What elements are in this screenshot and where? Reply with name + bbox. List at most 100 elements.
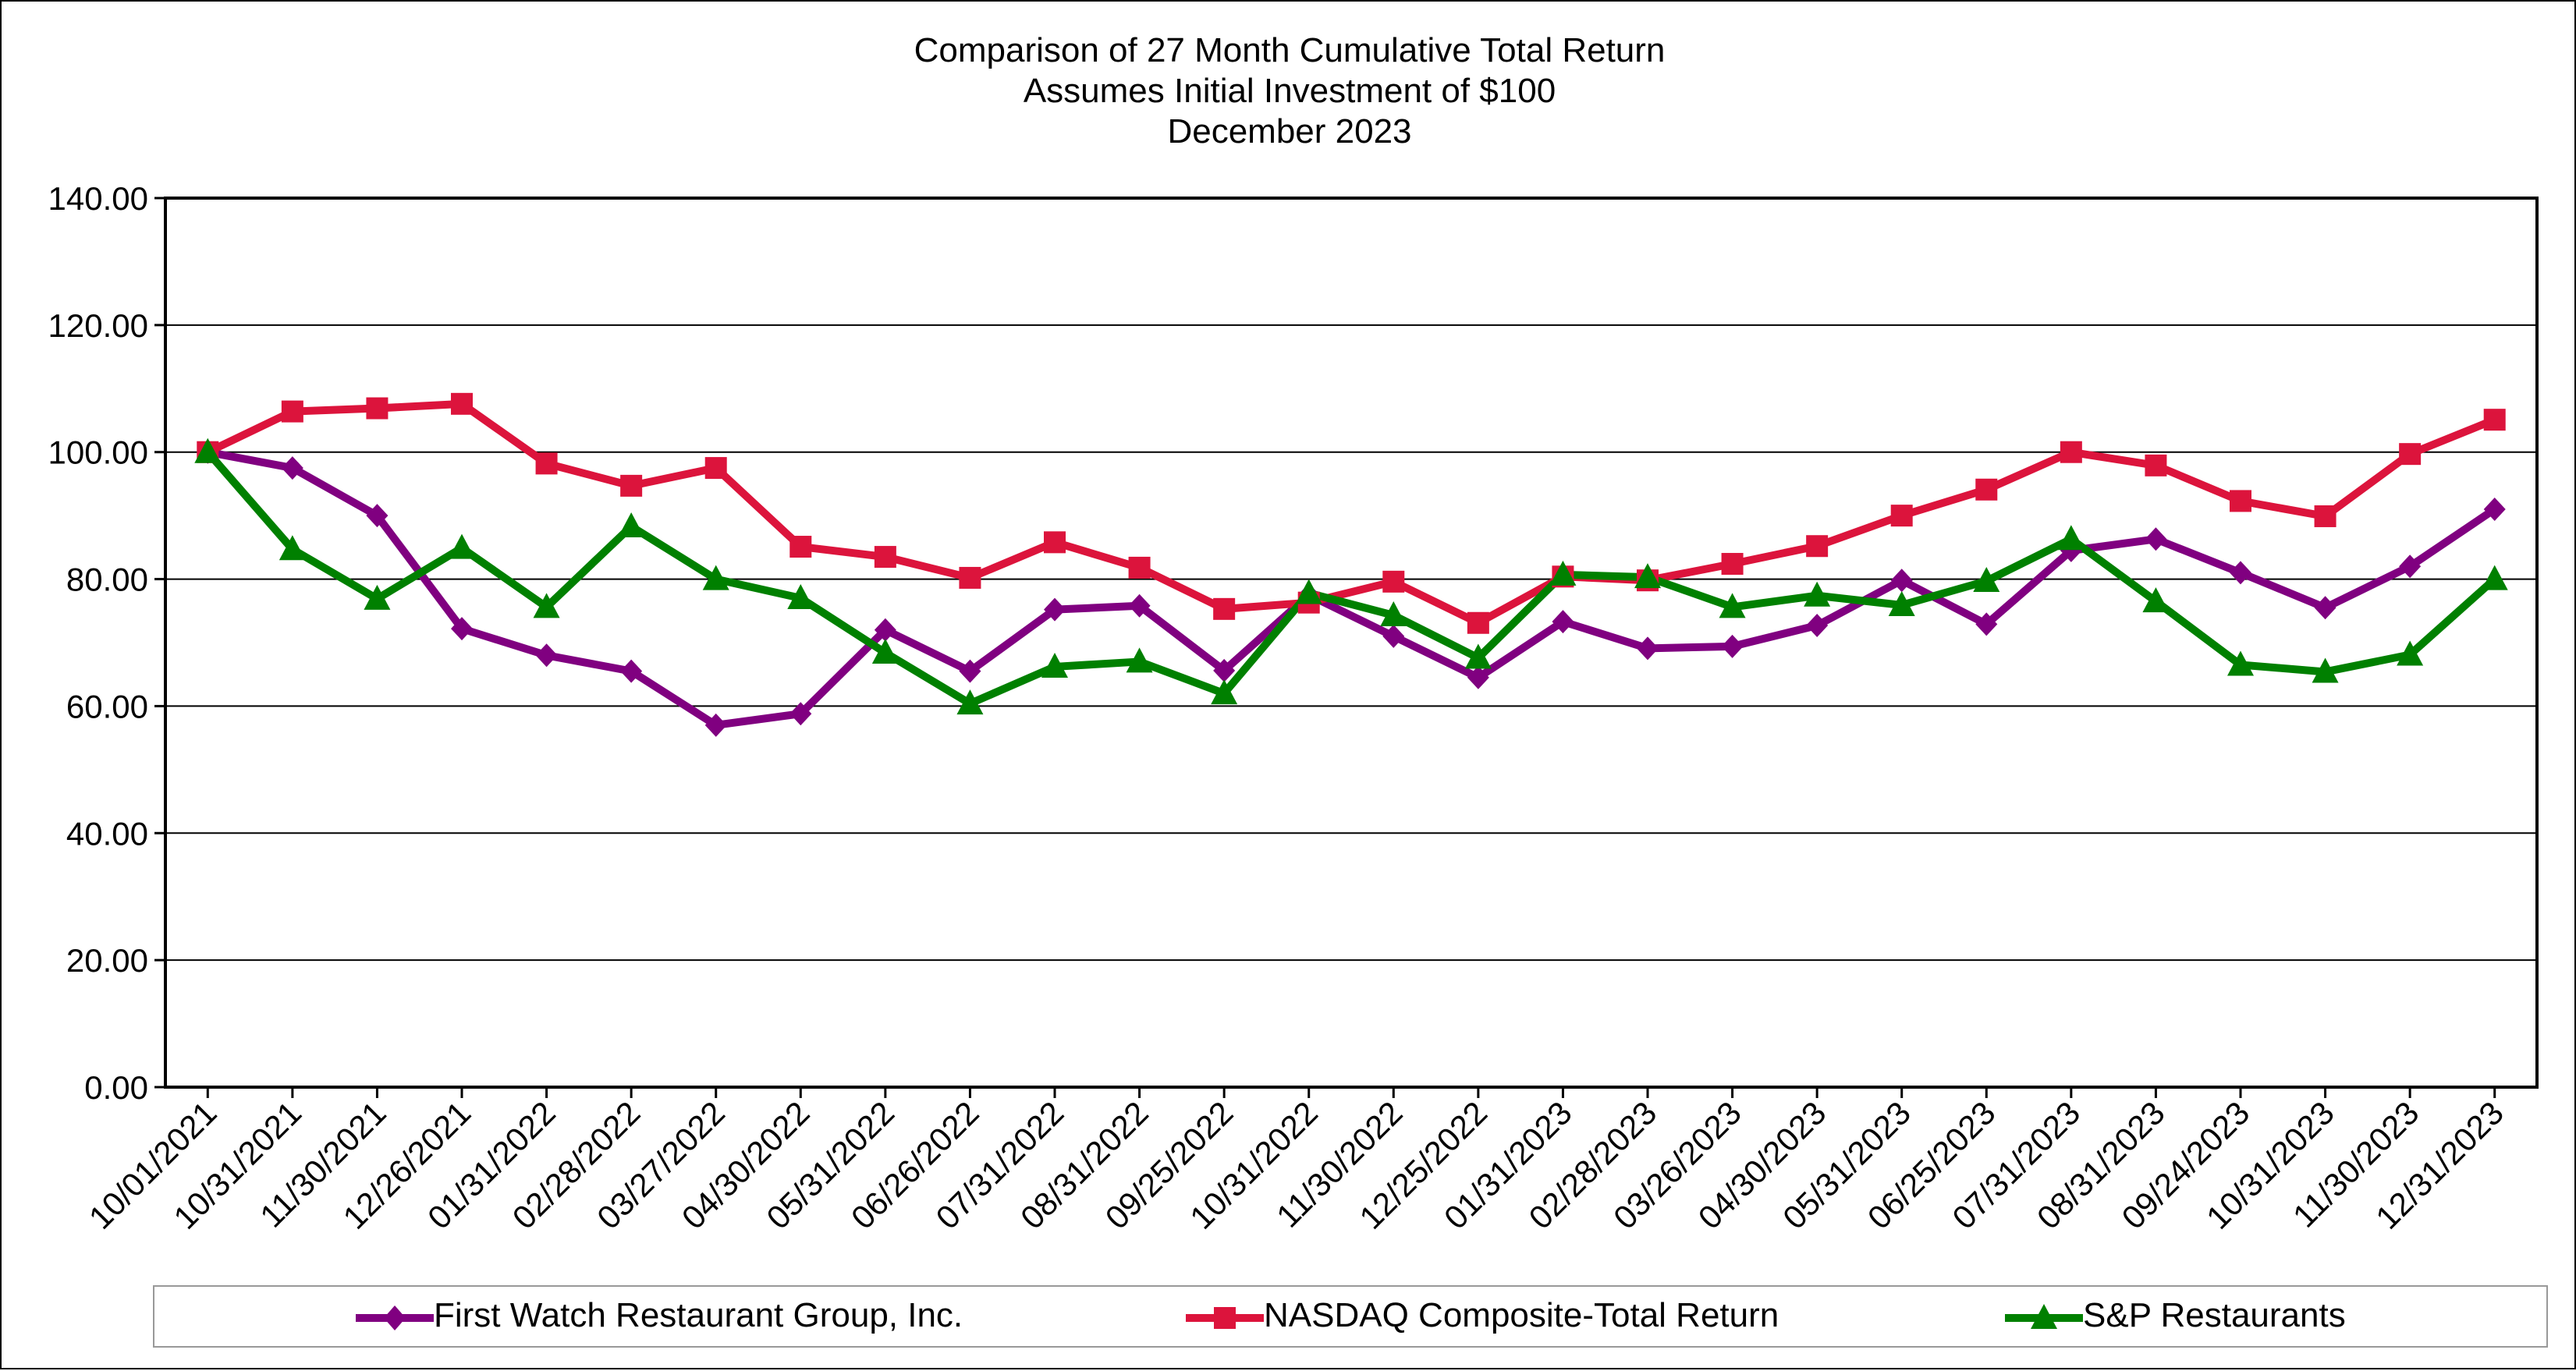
data-point-s1-7 xyxy=(789,536,812,558)
data-point-s0-3 xyxy=(451,617,473,641)
legend-marker-nasdaq xyxy=(1186,1307,1264,1329)
data-point-s1-14 xyxy=(1382,570,1405,593)
data-point-s0-12 xyxy=(1213,658,1236,682)
data-point-s0-18 xyxy=(1721,634,1744,658)
series-line-0 xyxy=(204,448,2499,729)
data-point-s0-27 xyxy=(2483,498,2506,521)
data-point-s1-6 xyxy=(704,457,727,480)
data-point-s2-14 xyxy=(1380,600,1407,626)
plot-border xyxy=(164,197,2539,1089)
data-point-s0-19 xyxy=(1806,614,1829,638)
data-point-s2-25 xyxy=(2312,657,2339,683)
data-point-s0-2 xyxy=(366,504,389,528)
data-point-s2-26 xyxy=(2397,640,2424,666)
series-line-2 xyxy=(204,448,2499,708)
legend-label-sp-restaurants: S&P Restaurants xyxy=(2083,1296,2346,1334)
data-point-s0-15 xyxy=(1467,665,1489,689)
data-point-s0-8 xyxy=(874,618,896,642)
y-tick-label: 20.00 xyxy=(66,942,148,979)
data-point-s0-14 xyxy=(1382,624,1405,648)
legend-label-nasdaq: NASDAQ Composite-Total Return xyxy=(1264,1296,1779,1334)
data-point-s2-9 xyxy=(956,689,984,715)
data-point-s2-17 xyxy=(1634,563,1661,589)
data-point-s0-4 xyxy=(535,643,558,668)
data-point-s1-5 xyxy=(620,474,643,497)
data-point-s1-12 xyxy=(1213,597,1236,620)
data-point-s0-25 xyxy=(2314,596,2336,620)
data-point-s2-6 xyxy=(702,565,729,590)
data-point-s1-22 xyxy=(2060,441,2082,463)
legend-label-first-watch: First Watch Restaurant Group, Inc. xyxy=(434,1296,963,1334)
series-line-1 xyxy=(204,399,2499,627)
data-point-s1-20 xyxy=(1890,505,1913,527)
data-point-s0-17 xyxy=(1637,636,1659,661)
data-point-s0-20 xyxy=(1890,569,1913,593)
data-point-s2-4 xyxy=(533,593,560,618)
data-point-s1-10 xyxy=(1044,531,1066,554)
data-point-s2-5 xyxy=(618,512,645,537)
data-point-s2-11 xyxy=(1126,647,1153,673)
data-point-s1-19 xyxy=(1806,535,1829,558)
data-point-s1-27 xyxy=(2483,409,2506,431)
data-point-s0-26 xyxy=(2399,554,2422,579)
data-point-s2-13 xyxy=(1295,579,1322,604)
data-point-s1-1 xyxy=(281,400,303,423)
data-point-s1-21 xyxy=(1975,478,1998,501)
legend-marker-sp-restaurants xyxy=(2005,1304,2083,1329)
chart-title-line-3: December 2023 xyxy=(1167,112,1412,151)
data-point-s2-27 xyxy=(2481,565,2508,590)
chart-title-line-1: Comparison of 27 Month Cumulative Total … xyxy=(914,31,1666,69)
data-point-s0-10 xyxy=(1044,597,1066,622)
data-point-s0-1 xyxy=(281,456,303,480)
y-tick-label: 140.00 xyxy=(48,180,148,217)
data-point-s2-23 xyxy=(2142,587,2170,613)
data-point-s2-10 xyxy=(1041,652,1068,678)
data-point-s1-4 xyxy=(535,452,558,475)
data-point-s1-2 xyxy=(366,397,389,420)
data-point-s1-23 xyxy=(2145,454,2167,476)
data-point-s2-18 xyxy=(1719,593,1746,618)
data-point-s2-19 xyxy=(1804,581,1831,607)
data-point-s2-22 xyxy=(2057,525,2085,551)
y-tick-label: 0.00 xyxy=(84,1069,148,1106)
data-point-s2-20 xyxy=(1888,590,1915,616)
data-point-s2-7 xyxy=(787,584,814,609)
data-point-s0-7 xyxy=(789,702,812,726)
chart-title-line-2: Assumes Initial Investment of $100 xyxy=(1023,72,1556,110)
legend: First Watch Restaurant Group, Inc. NASDA… xyxy=(153,1285,2548,1348)
data-point-s2-2 xyxy=(364,584,391,610)
y-tick-label: 80.00 xyxy=(66,562,148,598)
data-point-s1-25 xyxy=(2314,505,2336,527)
data-point-s0-16 xyxy=(1552,610,1574,634)
data-point-s2-15 xyxy=(1464,643,1492,669)
data-point-s1-3 xyxy=(451,392,473,415)
data-point-s2-12 xyxy=(1211,679,1238,705)
data-point-s2-0 xyxy=(194,438,222,463)
data-point-s2-24 xyxy=(2227,650,2254,676)
data-point-s0-11 xyxy=(1128,593,1151,618)
data-point-s2-21 xyxy=(1973,567,2000,593)
data-point-s2-16 xyxy=(1549,560,1577,586)
data-point-s1-24 xyxy=(2230,490,2251,512)
data-point-s1-8 xyxy=(874,546,896,569)
y-tick-label: 60.00 xyxy=(66,688,148,724)
data-point-s2-1 xyxy=(279,535,306,561)
data-point-s0-24 xyxy=(2230,561,2251,585)
data-point-s1-9 xyxy=(959,566,981,589)
data-point-s2-8 xyxy=(871,639,899,664)
y-tick-label: 100.00 xyxy=(48,434,148,471)
y-tick-label: 120.00 xyxy=(48,307,148,344)
data-point-s1-18 xyxy=(1721,553,1744,576)
y-tick-label: 40.00 xyxy=(66,815,148,852)
data-point-s0-5 xyxy=(620,659,643,683)
data-point-s2-3 xyxy=(449,533,475,559)
data-point-s0-21 xyxy=(1975,612,1998,636)
data-point-s1-15 xyxy=(1467,611,1489,634)
data-point-s0-23 xyxy=(2145,527,2167,551)
legend-marker-first-watch xyxy=(356,1305,434,1330)
data-point-s1-11 xyxy=(1128,556,1151,579)
data-point-s1-26 xyxy=(2399,443,2422,466)
data-point-s0-6 xyxy=(704,713,727,737)
